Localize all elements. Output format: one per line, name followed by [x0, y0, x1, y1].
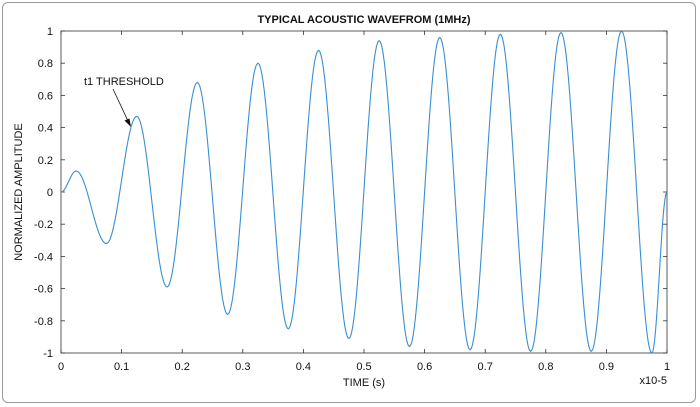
x-tick-label: 0.3: [235, 361, 250, 373]
x-tick-label: 0.8: [538, 361, 553, 373]
y-tick-label: 0.6: [38, 90, 53, 102]
annotation-arrow-line: [112, 88, 129, 122]
y-tick-label: 0: [47, 187, 53, 199]
x-exponent-label: x10-5: [639, 375, 667, 387]
x-axis: 0 0.1 0.2 0.3 0.4 0.5 0.6 0.7 0.8 0.9 1: [58, 31, 670, 373]
y-tick-label: 0.4: [38, 123, 53, 135]
y-tick-label: 0.2: [38, 155, 53, 167]
y-axis-label: NORMALIZED AMPLITUDE: [13, 123, 25, 261]
annotation-label: t1 THRESHOLD: [84, 76, 164, 88]
x-tick-label: 0.6: [417, 361, 432, 373]
y-tick-label: -1: [43, 348, 53, 360]
x-tick-label: 0.5: [356, 361, 371, 373]
threshold-annotation: t1 THRESHOLD: [84, 76, 164, 127]
waveform-line: [60, 30, 668, 354]
y-tick-label: -0.4: [34, 251, 53, 263]
chart-title: TYPICAL ACOUSTIC WAVEFROM (1MHz): [257, 14, 470, 26]
x-tick-label: 0.1: [114, 361, 129, 373]
x-tick-label: 0.4: [296, 361, 311, 373]
x-axis-label: TIME (s): [343, 377, 385, 389]
y-tick-label: -0.2: [34, 219, 53, 231]
x-tick-label: 0.7: [478, 361, 493, 373]
x-tick-label: 0: [58, 361, 64, 373]
x-tick-label: 1: [664, 361, 670, 373]
x-tick-label: 0.9: [599, 361, 614, 373]
y-tick-label: 1: [47, 26, 53, 38]
y-tick-label: -0.6: [34, 284, 53, 296]
x-tick-label: 0.2: [175, 361, 190, 373]
y-tick-label: 0.8: [38, 58, 53, 70]
annotation-arrow-head: [124, 118, 131, 127]
y-tick-label: -0.8: [34, 316, 53, 328]
